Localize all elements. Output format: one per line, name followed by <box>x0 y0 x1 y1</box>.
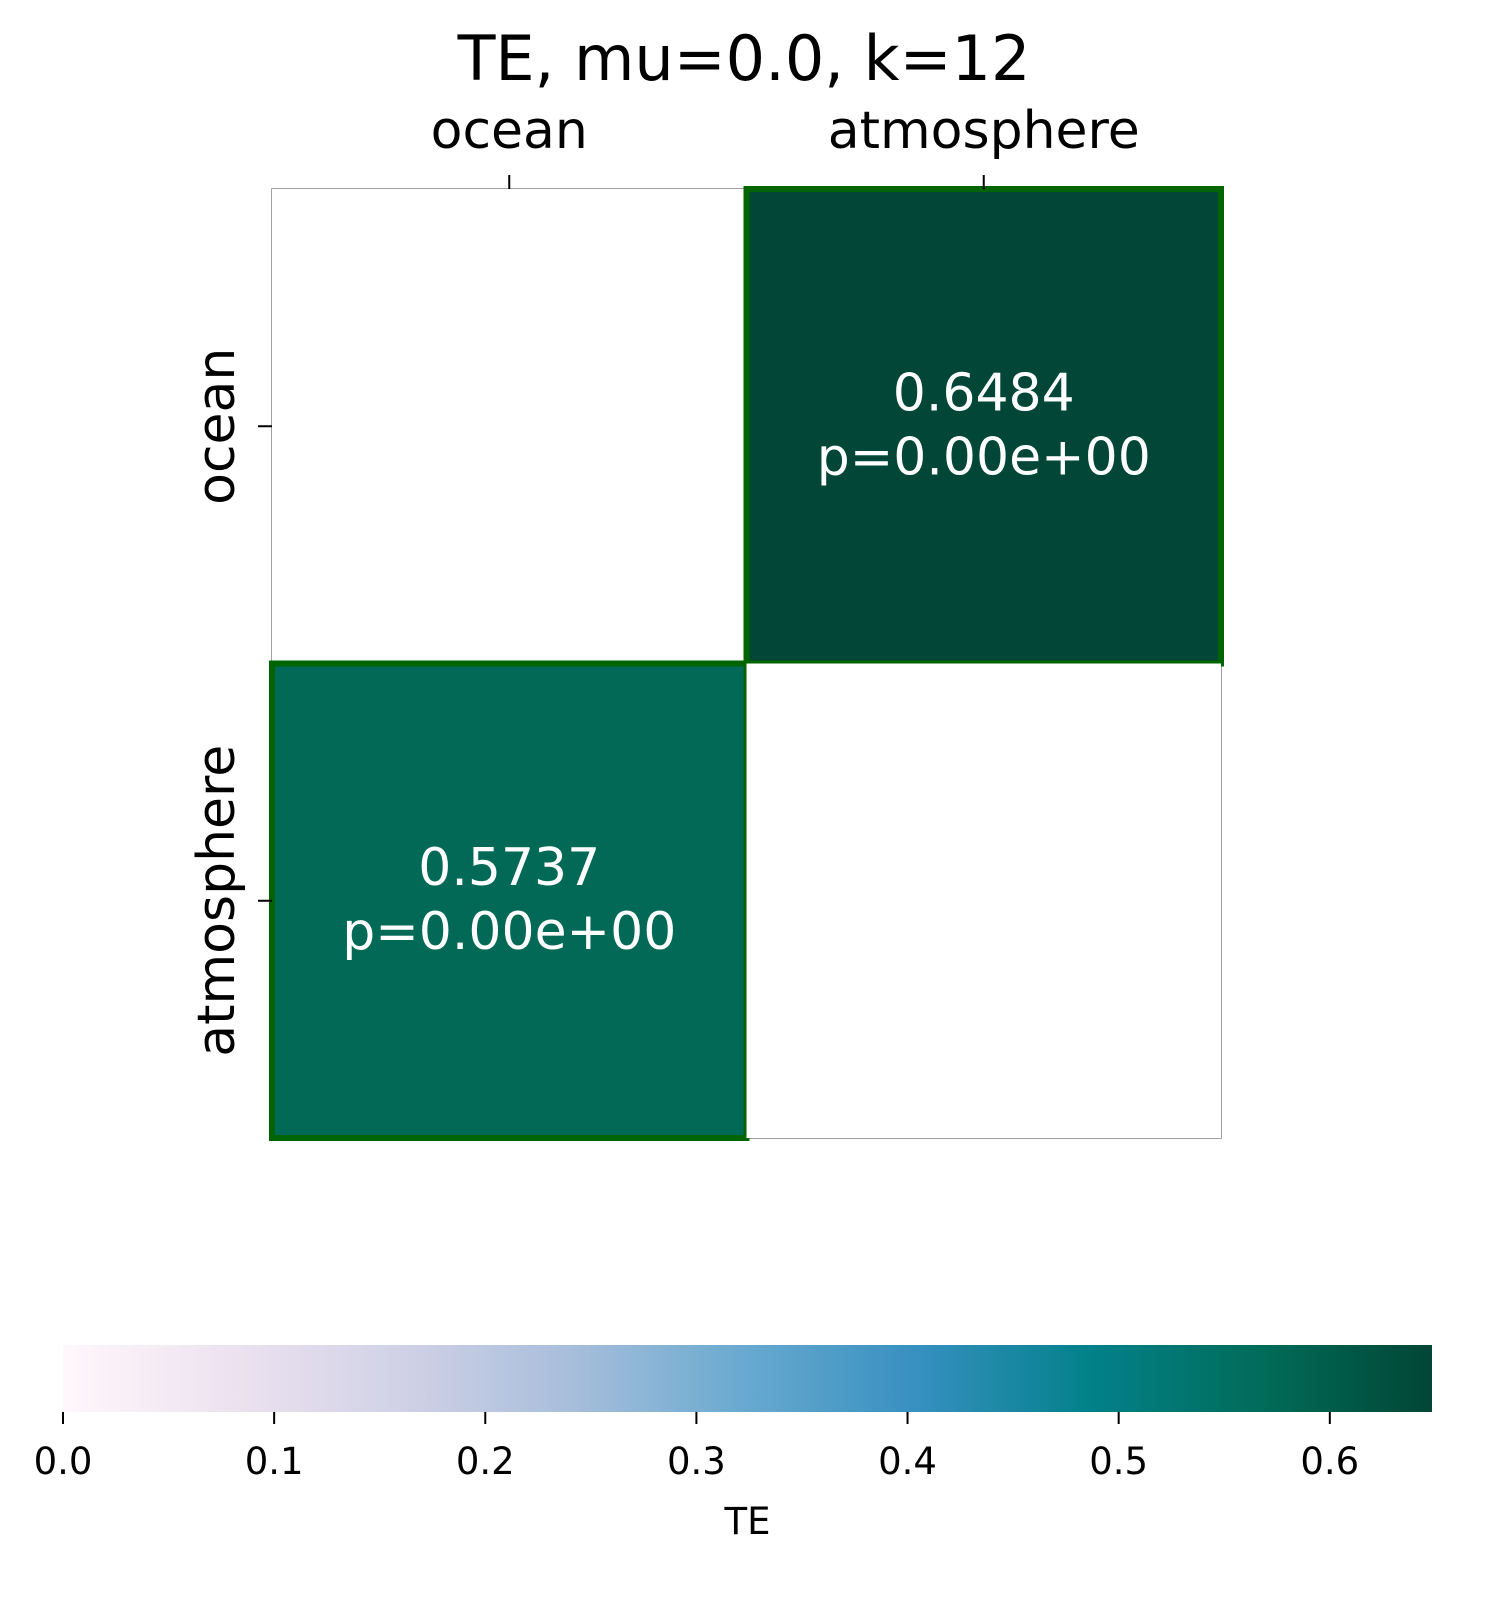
colorbar-tick-label: 0.1 <box>245 1440 304 1483</box>
heatmap-cell <box>269 660 750 1141</box>
chart-title: TE, mu=0.0, k=12 <box>457 22 1031 95</box>
heatmap-cell <box>272 189 747 664</box>
cell-pvalue-label: p=0.00e+00 <box>342 902 676 962</box>
colorbar-tick-label: 0.4 <box>878 1440 937 1483</box>
cell-pvalue-label: p=0.00e+00 <box>817 427 1151 487</box>
colorbar-gradient-bar <box>63 1345 1432 1412</box>
cell-value-label: 0.6484 <box>893 363 1075 423</box>
colorbar-tick-label: 0.6 <box>1300 1440 1359 1483</box>
colorbar: 0.0 0.1 0.2 0.3 0.4 0.5 0.6 TE <box>34 1345 1432 1543</box>
cell-value-label: 0.5737 <box>418 838 600 898</box>
colorbar-tick-label: 0.3 <box>667 1440 726 1483</box>
x-tick-label: atmosphere <box>828 101 1140 161</box>
y-tick-label: ocean <box>187 348 247 505</box>
y-tick-label: atmosphere <box>187 745 247 1057</box>
colorbar-label: TE <box>724 1500 771 1543</box>
colorbar-tick-label: 0.2 <box>456 1440 515 1483</box>
heatmap-cell <box>746 663 1221 1138</box>
colorbar-tick-label: 0.5 <box>1089 1440 1148 1483</box>
heatmap-cell <box>743 186 1224 667</box>
colorbar-tick-label: 0.0 <box>34 1440 93 1483</box>
heatmap-axes: ocean atmosphere ocean atmosphere <box>187 101 1140 1057</box>
x-tick-label: ocean <box>431 101 588 161</box>
